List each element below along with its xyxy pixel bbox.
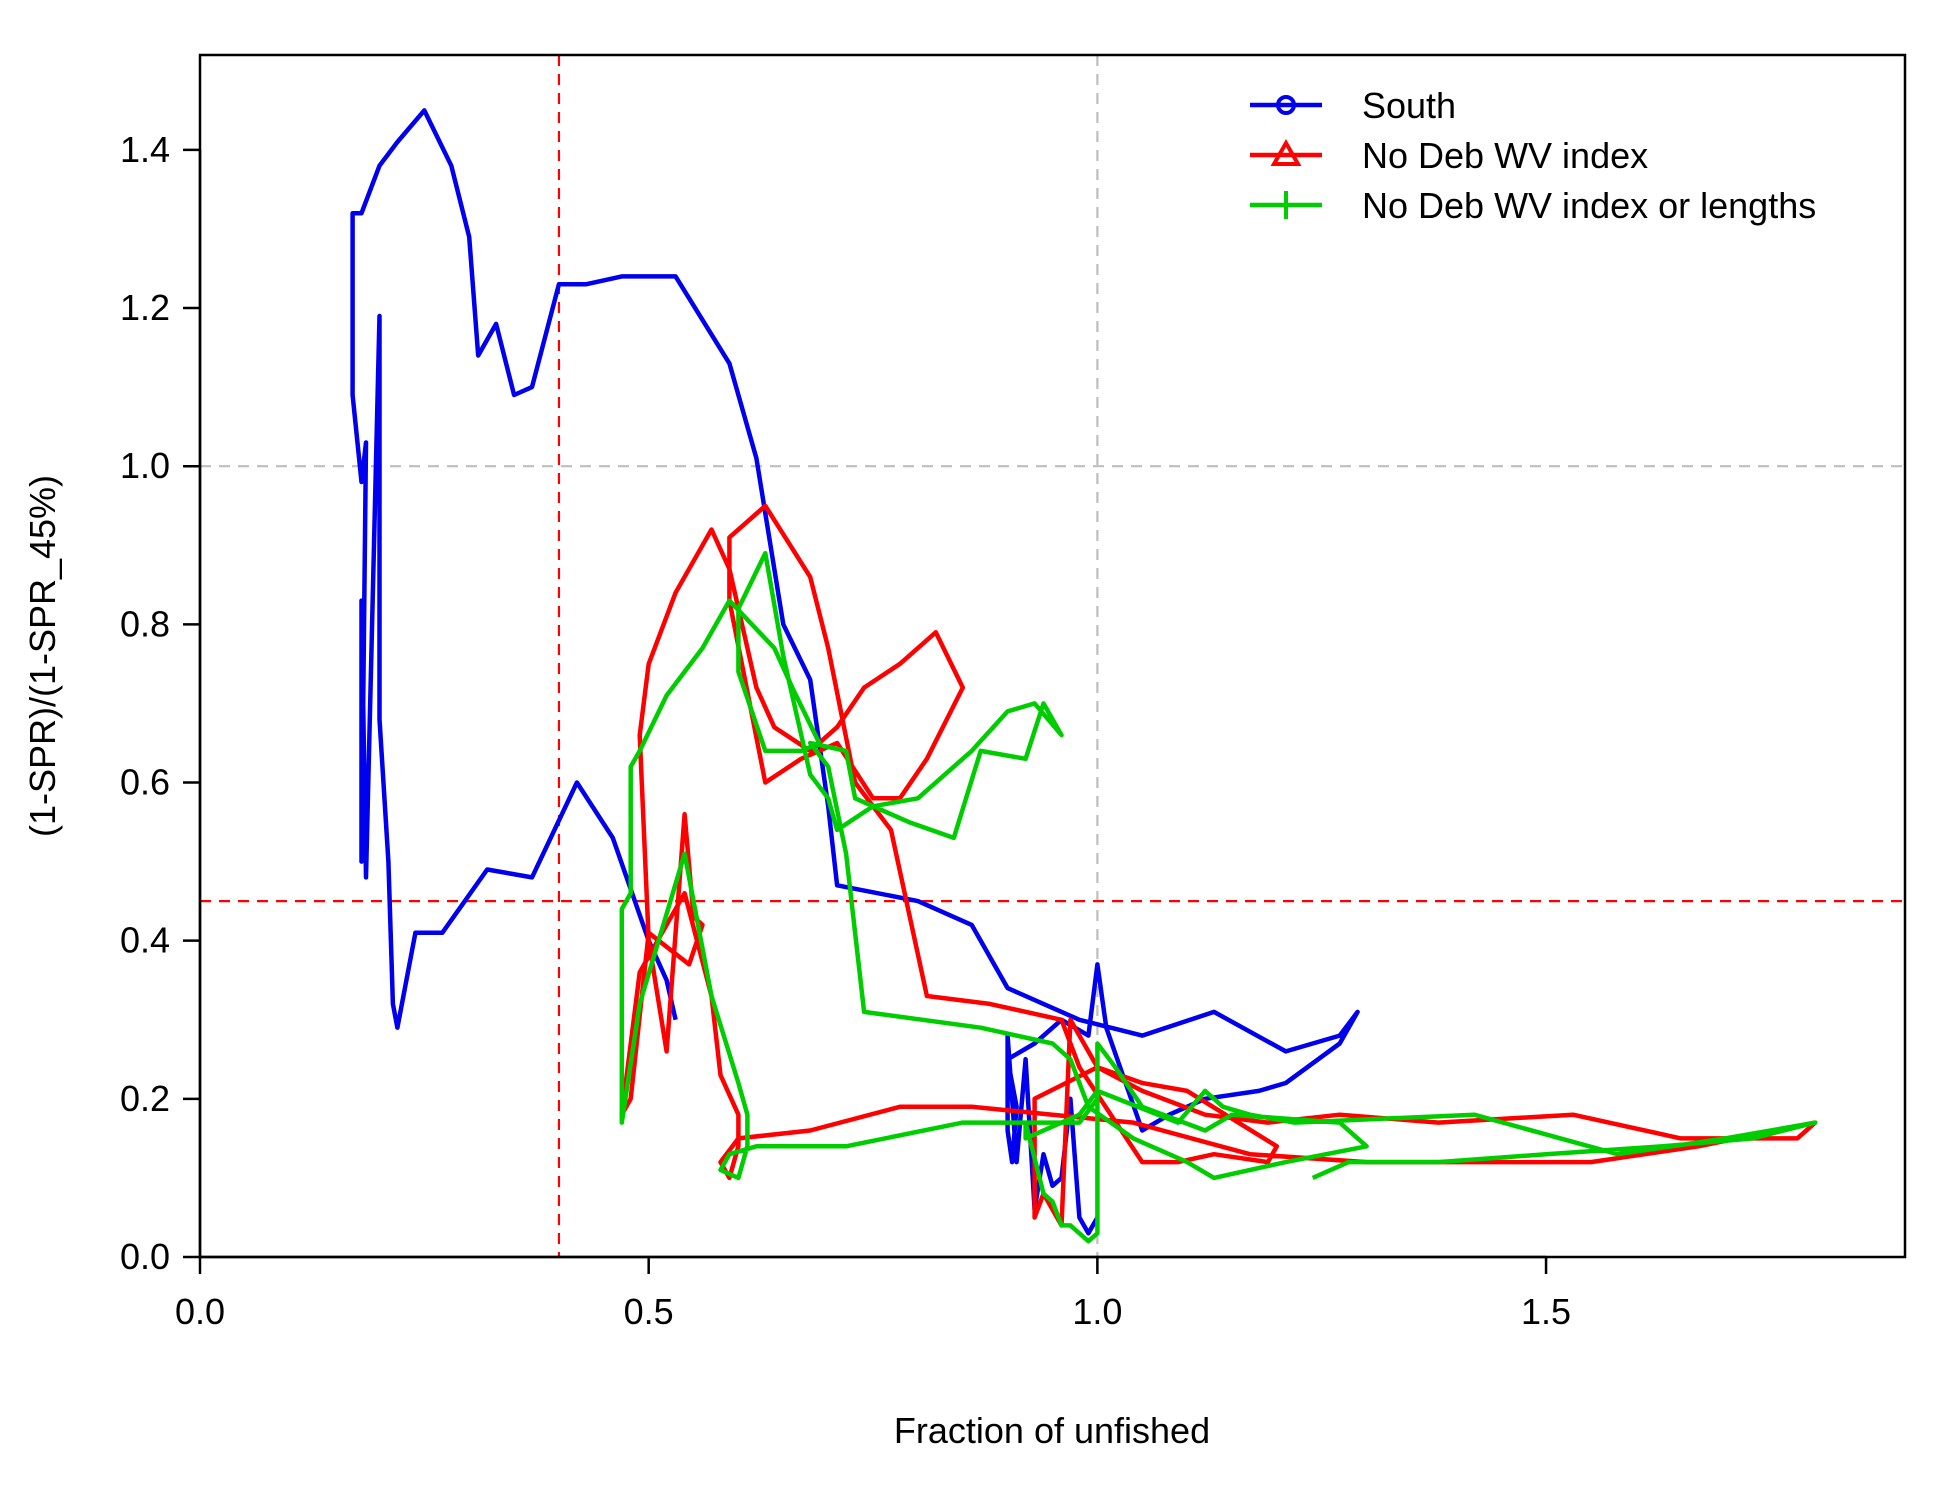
- x-tick-label: 0.5: [624, 1291, 674, 1332]
- reference-lines: [200, 55, 1905, 1257]
- y-tick-label: 0.6: [120, 762, 170, 803]
- x-tick-label: 0.0: [175, 1291, 225, 1332]
- series-line-south: [350, 108, 1360, 1236]
- y-tick-label: 1.0: [120, 445, 170, 486]
- legend: South No Deb WV index No Deb WV index or l…: [1250, 85, 1816, 226]
- x-tick-label: 1.0: [1072, 1291, 1122, 1332]
- x-axis-title: Fraction of unfished: [894, 1410, 1210, 1451]
- y-tick-label: 1.4: [120, 129, 170, 170]
- legend-label-no-deb-wv-index: No Deb WV index: [1362, 135, 1648, 176]
- legend-label-south: South: [1362, 85, 1456, 126]
- y-tick-label: 0.8: [120, 603, 170, 644]
- legend-label-no-deb-wv-index-or-lengths: No Deb WV index or lengths: [1362, 185, 1816, 226]
- x-axis: 0.0 0.5 1.0 1.5: [175, 1255, 1571, 1332]
- y-axis: 0.0 0.2 0.4 0.6 0.8 1.0 1.2 1.4: [120, 129, 202, 1277]
- series-lines: [350, 108, 1818, 1244]
- series-line-no-deb-wv-index-or-lengths: [619, 550, 1818, 1244]
- y-axis-title: (1-SPR)/(1-SPR_45%): [22, 475, 63, 837]
- legend-marker-no-deb-wv-index: [1270, 138, 1302, 166]
- y-tick-label: 0.0: [120, 1236, 170, 1277]
- x-tick-label: 1.5: [1521, 1291, 1571, 1332]
- plot-frame: [198, 53, 1907, 1259]
- y-tick-label: 0.2: [120, 1078, 170, 1119]
- series-line-no-deb-wv-index: [619, 503, 1817, 1228]
- legend-marker-south: [1276, 95, 1296, 115]
- y-tick-label: 0.4: [120, 920, 170, 961]
- y-tick-label: 1.2: [120, 287, 170, 328]
